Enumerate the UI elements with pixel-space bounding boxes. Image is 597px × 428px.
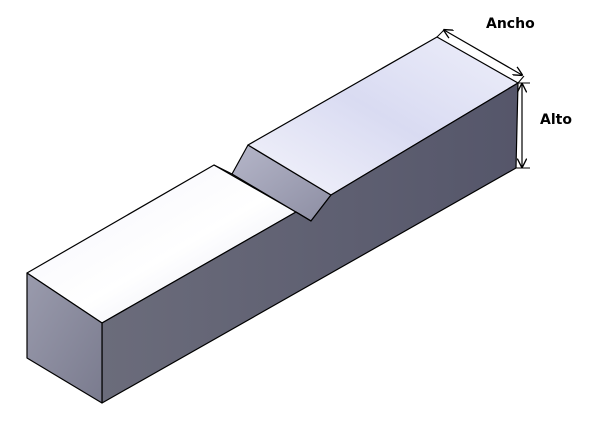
notch-edge (295, 211, 312, 222)
width-dimension-line (444, 30, 522, 75)
height-dimension: Alto (516, 82, 572, 169)
width-dimension: Ancho (436, 16, 535, 84)
notch-edge (213, 164, 233, 175)
end-face (26, 272, 103, 404)
width-label: Ancho (486, 16, 535, 32)
height-label: Alto (540, 112, 572, 128)
